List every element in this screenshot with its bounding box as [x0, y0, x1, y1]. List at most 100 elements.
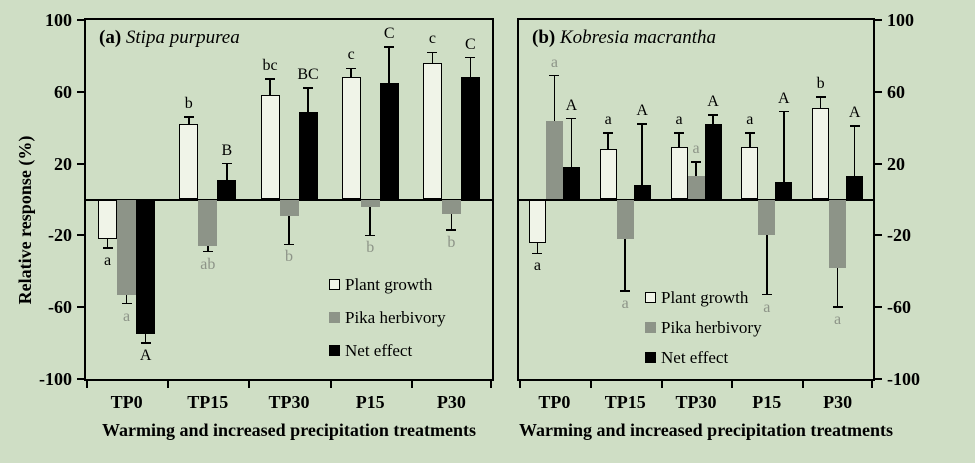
error-bar-pika-herbivory-TP0: [553, 75, 556, 121]
legend-swatch-pika-herbivory: [329, 312, 340, 323]
legend-item-plant-growth: Plant growth: [645, 289, 762, 306]
panel-a-label: (a): [99, 27, 126, 48]
sig-letter-plant-growth-P30: b: [816, 75, 825, 93]
error-bar-net-effect-P30: [469, 57, 472, 78]
legend-item-pika-herbivory: Pika herbivory: [329, 309, 446, 326]
panel-a-ytick--20: [77, 234, 84, 237]
error-bar-pika-herbivory-P30: [836, 267, 839, 308]
panel-a-xtick-5: [490, 381, 492, 388]
sig-letter-pika-herbivory-TP30: b: [285, 248, 293, 266]
bar-plant-growth-P30: [422, 63, 442, 200]
error-bar-net-effect-TP30: [712, 115, 714, 125]
sig-letter-pika-herbivory-TP30: a: [692, 139, 700, 157]
bar-net-effect-TP0: [136, 199, 156, 335]
panel-a-ytick--100: [77, 378, 84, 380]
legend-label-pika-herbivory: Pika herbivory: [661, 318, 762, 337]
bar-net-effect-P30: [846, 176, 864, 200]
error-bar-plant-growth-TP30: [269, 79, 271, 96]
panel-a-category-label-P30: P30: [436, 392, 466, 412]
legend-item-net-effect: Net effect: [645, 349, 762, 366]
panel-a-xtick-3: [329, 381, 332, 388]
bar-net-effect-TP30: [704, 124, 722, 200]
legend-label-net-effect: Net effect: [661, 348, 729, 367]
sig-letter-net-effect-TP15: B: [221, 141, 233, 159]
error-cap-net-effect-P30: [849, 125, 860, 127]
sig-letter-plant-growth-P15: a: [746, 111, 754, 129]
legend-label-pika-herbivory: Pika herbivory: [345, 308, 446, 327]
panel-b-category-label-TP15: TP15: [604, 392, 646, 412]
error-cap-pika-herbivory-P15: [365, 234, 376, 237]
panel-b: (b) Kobresia macrantha a a a a b a a a a a A A A A A 100…: [517, 10, 920, 440]
panel-a-xtick-4: [410, 381, 413, 388]
bar-net-effect-TP30: [298, 111, 318, 200]
error-bar-net-effect-TP15: [226, 163, 228, 180]
error-cap-net-effect-TP0: [140, 342, 151, 344]
sig-letter-pika-herbivory-TP15: a: [621, 295, 629, 313]
bar-plant-growth-P30: [812, 107, 830, 200]
sig-letter-net-effect-P30: C: [465, 35, 476, 53]
panel-a-ytick-label-100: 100: [45, 10, 72, 30]
error-bar-pika-herbivory-P15: [766, 235, 768, 295]
error-cap-plant-growth-P30: [815, 96, 826, 98]
error-bar-net-effect-TP15: [641, 124, 643, 186]
bar-net-effect-P15: [379, 82, 399, 200]
error-cap-net-effect-TP15: [221, 162, 232, 165]
error-bar-pika-herbivory-P15: [369, 206, 371, 236]
error-cap-net-effect-P15: [384, 46, 395, 48]
panel-b-label: (b): [532, 27, 560, 48]
panel-b-category-label-TP0: TP0: [538, 392, 571, 412]
error-bar-pika-herbivory-TP30: [695, 161, 697, 177]
panel-a-category-label-TP15: TP15: [187, 392, 229, 412]
error-cap-plant-growth-TP30: [674, 132, 684, 134]
sig-letter-net-effect-TP0: A: [139, 347, 152, 365]
panel-b-ytick-label-60: 60: [887, 81, 905, 102]
bar-plant-growth-TP0: [98, 199, 118, 239]
error-bar-net-effect-P15: [388, 46, 390, 83]
panel-a-xtick-0: [86, 381, 88, 388]
bar-plant-growth-P15: [341, 77, 361, 200]
panel-b-title: (b) Kobresia macrantha: [532, 27, 716, 49]
error-cap-pika-herbivory-TP0: [121, 302, 132, 305]
bar-pika-herbivory-TP0: [117, 199, 137, 295]
panel-b-ytick--100: [875, 378, 882, 380]
bar-pika-herbivory-TP0: [545, 120, 563, 200]
error-bar-net-effect-TP0: [570, 118, 573, 168]
sig-letter-plant-growth-TP15: b: [184, 94, 193, 112]
error-cap-net-effect-P30: [465, 56, 476, 59]
error-bar-plant-growth-TP0: [536, 242, 539, 254]
panel-b-ytick-label--100: -100: [887, 369, 920, 389]
error-cap-plant-growth-P15: [744, 132, 755, 134]
panel-b-ytick-20: [875, 162, 882, 165]
error-bar-pika-herbivory-TP30: [288, 215, 290, 245]
panel-b-ytick--60: [875, 306, 882, 309]
panel-a-category-label-TP30: TP30: [268, 392, 310, 412]
sig-letter-plant-growth-P30: c: [428, 30, 436, 48]
bar-plant-growth-TP30: [260, 95, 280, 200]
error-cap-pika-herbivory-TP15: [620, 290, 631, 292]
panel-b-ytick-label-100: 100: [887, 10, 914, 30]
sig-letter-net-effect-TP30: A: [707, 93, 719, 111]
bar-plant-growth-TP30: [670, 147, 688, 200]
error-cap-plant-growth-TP30: [265, 78, 275, 80]
error-cap-net-effect-TP30: [303, 87, 313, 89]
sig-letter-net-effect-P15: C: [383, 24, 395, 42]
sig-letter-plant-growth-TP0: a: [104, 251, 112, 269]
legend-label-plant-growth: Plant growth: [345, 275, 433, 294]
bar-plant-growth-TP15: [599, 149, 617, 200]
bar-pika-herbivory-P30: [441, 199, 461, 214]
legend-label-plant-growth: Plant growth: [661, 288, 749, 307]
panel-a-xtick-1: [167, 381, 170, 388]
error-bar-net-effect-P30: [853, 125, 856, 177]
error-cap-net-effect-P15: [778, 110, 789, 113]
error-bar-net-effect-P15: [783, 111, 785, 182]
sig-letter-pika-herbivory-P30: b: [447, 234, 456, 251]
legend-swatch-plant-growth: [645, 292, 656, 303]
error-bar-plant-growth-TP30: [678, 133, 680, 148]
error-cap-plant-growth-TP15: [183, 116, 194, 118]
panel-a-ytick-label--60: -60: [48, 297, 72, 318]
error-cap-net-effect-TP0: [566, 117, 577, 120]
error-cap-plant-growth-P30: [427, 51, 438, 54]
sig-letter-plant-growth-TP15: a: [604, 111, 612, 129]
error-cap-plant-growth-P15: [346, 67, 357, 70]
